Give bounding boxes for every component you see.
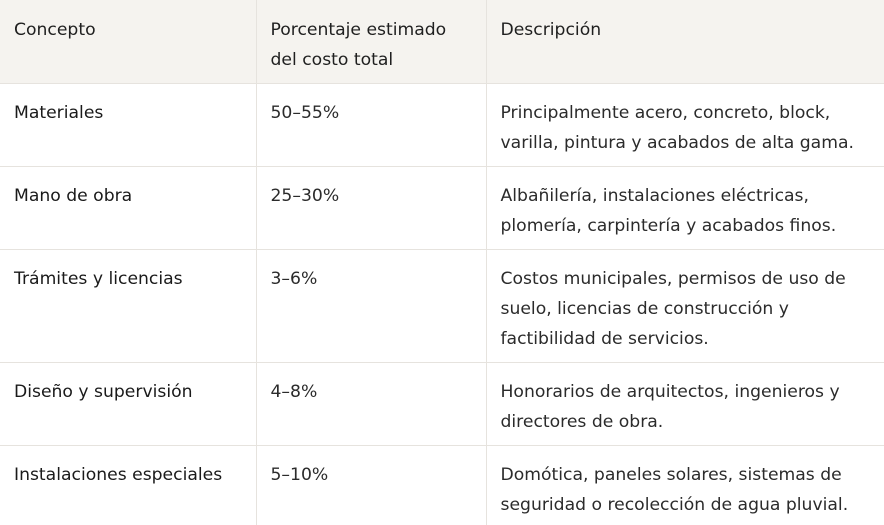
cell-porcentaje: 4–8%	[256, 362, 487, 446]
cell-descripcion: Domótica, paneles solares, sistemas de s…	[486, 445, 884, 525]
header-descripcion: Descripción	[486, 0, 884, 84]
header-porcentaje: Porcentaje estimado del costo total	[256, 0, 487, 84]
header-row: Concepto Porcentaje estimado del costo t…	[0, 0, 884, 84]
cell-descripcion: Principalmente acero, concreto, block, v…	[486, 83, 884, 167]
cell-concepto: Mano de obra	[0, 166, 257, 250]
cell-porcentaje: 3–6%	[256, 249, 487, 363]
cell-concepto: Instalaciones especiales	[0, 445, 257, 525]
cell-porcentaje: 25–30%	[256, 166, 487, 250]
cell-porcentaje: 50–55%	[256, 83, 487, 167]
table-header: Concepto Porcentaje estimado del costo t…	[0, 0, 884, 84]
header-concepto: Concepto	[0, 0, 257, 84]
cell-concepto: Trámites y licencias	[0, 249, 257, 363]
cell-descripcion: Honorarios de arquitectos, ingenieros y …	[486, 362, 884, 446]
cell-concepto: Diseño y supervisión	[0, 362, 257, 446]
table-row: Instalaciones especiales 5–10% Domótica,…	[0, 445, 884, 525]
table-row: Mano de obra 25–30% Albañilería, instala…	[0, 166, 884, 250]
table-row: Materiales 50–55% Principalmente acero, …	[0, 83, 884, 167]
cell-porcentaje: 5–10%	[256, 445, 487, 525]
table-row: Trámites y licencias 3–6% Costos municip…	[0, 249, 884, 363]
cell-concepto: Materiales	[0, 83, 257, 167]
cell-descripcion: Albañilería, instalaciones eléctricas, p…	[486, 166, 884, 250]
table-row: Diseño y supervisión 4–8% Honorarios de …	[0, 362, 884, 446]
table-body: Materiales 50–55% Principalmente acero, …	[0, 83, 884, 525]
cell-descripcion: Costos municipales, permisos de uso de s…	[486, 249, 884, 363]
